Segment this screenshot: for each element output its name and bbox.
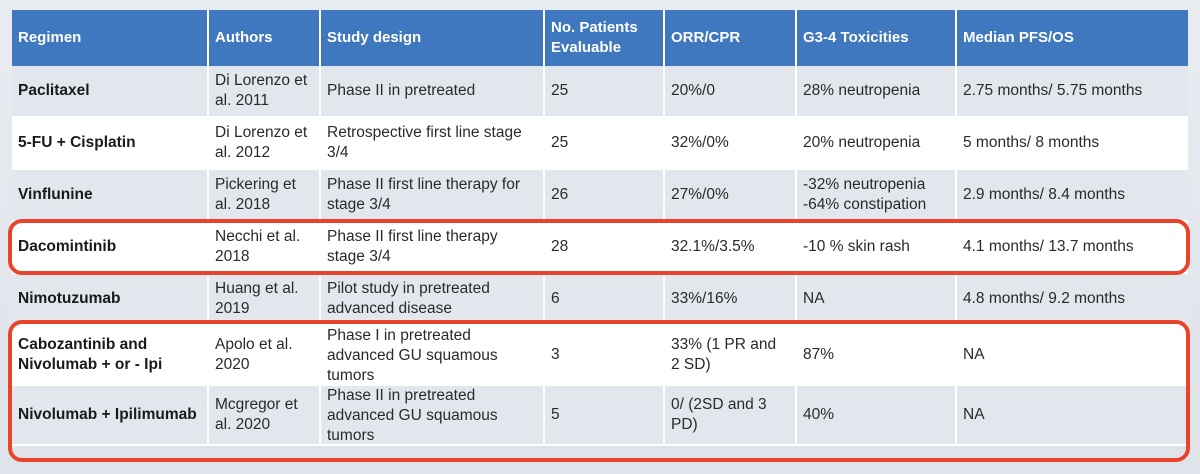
cell-toxicities: 40% [796,385,957,446]
cell-patients: 6 [544,273,665,326]
cell-patients: 25 [544,66,665,118]
cell-authors: Di Lorenzo et al. 2012 [208,117,321,170]
cell-toxicities: 20% neutropenia [796,117,957,170]
table-row: Cabozantinib and Nivolumab + or - Ipi Ap… [12,325,1188,386]
cell-study-design-text: Retrospective first line stage 3/4 [327,124,522,161]
cell-study-design-text: Pilot study in pretreated advanced disea… [327,280,490,317]
cell-authors-text: Apolo et al. 2020 [215,336,293,373]
table-header-row: Regimen Authors Study design No. Patient… [12,10,1188,66]
cell-pfs-os: 2.9 months/ 8.4 months [956,169,1188,222]
cell-regimen: Cabozantinib and Nivolumab + or - Ipi [12,325,209,386]
cell-regimen: Dacomintinib [12,221,209,274]
cell-orr-cpr: 27%/0% [664,169,797,222]
cell-pfs-os: NA [956,325,1188,386]
cell-study-design-text: Phase II first line therapy stage 3/4 [327,228,498,265]
cell-regimen: Vinflunine [12,169,209,222]
header-regimen: Regimen [12,10,209,66]
cell-authors-text: Mcgregor et al. 2020 [215,396,298,433]
cell-orr-cpr-text: 33% (1 PR and 2 SD) [671,336,777,373]
cell-authors-text: Di Lorenzo et al. 2012 [215,124,308,161]
cell-authors: Pickering et al. 2018 [208,169,321,222]
table-row: Dacomintinib Necchi et al. 2018 Phase II… [12,221,1188,274]
cell-study-design-text: Phase I in pretreated advanced GU squamo… [327,327,498,384]
cell-authors: Di Lorenzo et al. 2011 [208,66,321,118]
cell-orr-cpr: 32.1%/3.5% [664,221,797,274]
cell-pfs-os: 4.1 months/ 13.7 months [956,221,1188,274]
cell-authors: Apolo et al. 2020 [208,325,321,386]
cell-toxicities: -32% neutropenia -64% constipation [796,169,957,222]
clinical-trials-table: Regimen Authors Study design No. Patient… [12,10,1188,446]
cell-authors-text: Huang et al. 2019 [215,280,299,317]
cell-toxicities: 87% [796,325,957,386]
cell-study-design-text: Phase II in pretreated advanced GU squam… [327,387,498,444]
cell-patients: 3 [544,325,665,386]
cell-patients: 5 [544,385,665,446]
cell-pfs-os: 2.75 months/ 5.75 months [956,66,1188,118]
cell-pfs-os: 5 months/ 8 months [956,117,1188,170]
cell-orr-cpr: 33% (1 PR and 2 SD) [664,325,797,386]
cell-orr-cpr: 0/ (2SD and 3 PD) [664,385,797,446]
cell-orr-cpr: 32%/0% [664,117,797,170]
header-study-design: Study design [320,10,545,66]
table-row: 5-FU + Cisplatin Di Lorenzo et al. 2012 … [12,117,1188,170]
cell-authors: Necchi et al. 2018 [208,221,321,274]
cell-patients: 26 [544,169,665,222]
cell-regimen: Nimotuzumab [12,273,209,326]
table-row: Vinflunine Pickering et al. 2018 Phase I… [12,169,1188,222]
table-row: Nimotuzumab Huang et al. 2019 Pilot stud… [12,273,1188,326]
cell-toxicities: -10 % skin rash [796,221,957,274]
cell-study-design: Phase II first line therapy for stage 3/… [320,169,545,222]
header-orr-cpr: ORR/CPR [664,10,797,66]
table-row: Paclitaxel Di Lorenzo et al. 2011 Phase … [12,66,1188,118]
cell-patients: 25 [544,117,665,170]
cell-regimen: 5-FU + Cisplatin [12,117,209,170]
cell-regimen: Paclitaxel [12,66,209,118]
cell-regimen: Nivolumab + Ipilimumab [12,385,209,446]
cell-patients: 28 [544,221,665,274]
cell-pfs-os: 4.8 months/ 9.2 months [956,273,1188,326]
cell-orr-cpr: 33%/16% [664,273,797,326]
cell-authors: Huang et al. 2019 [208,273,321,326]
cell-authors-text: Pickering et al. 2018 [215,176,296,213]
cell-study-design: Pilot study in pretreated advanced disea… [320,273,545,326]
cell-study-design: Phase II in pretreated advanced GU squam… [320,385,545,446]
cell-study-design-text: Phase II first line therapy for stage 3/… [327,176,520,213]
header-patients-evaluable: No. Patients Evaluable [544,10,665,66]
header-authors: Authors [208,10,321,66]
header-median-pfs-os: Median PFS/OS [956,10,1188,66]
header-g3-4-toxicities: G3-4 Toxicities [796,10,957,66]
cell-study-design: Phase I in pretreated advanced GU squamo… [320,325,545,386]
cell-authors-text: Necchi et al. 2018 [215,228,301,265]
cell-study-design: Retrospective first line stage 3/4 [320,117,545,170]
cell-toxicities-text: -32% neutropenia -64% constipation [803,176,927,213]
cell-toxicities: 28% neutropenia [796,66,957,118]
cell-study-design: Phase II first line therapy stage 3/4 [320,221,545,274]
cell-toxicities: NA [796,273,957,326]
cell-orr-cpr-text: 0/ (2SD and 3 PD) [671,396,767,433]
cell-pfs-os: NA [956,385,1188,446]
cell-orr-cpr: 20%/0 [664,66,797,118]
table-row: Nivolumab + Ipilimumab Mcgregor et al. 2… [12,385,1188,446]
cell-authors-text: Di Lorenzo et al. 2011 [215,72,308,109]
cell-authors: Mcgregor et al. 2020 [208,385,321,446]
cell-study-design: Phase II in pretreated [320,66,545,118]
